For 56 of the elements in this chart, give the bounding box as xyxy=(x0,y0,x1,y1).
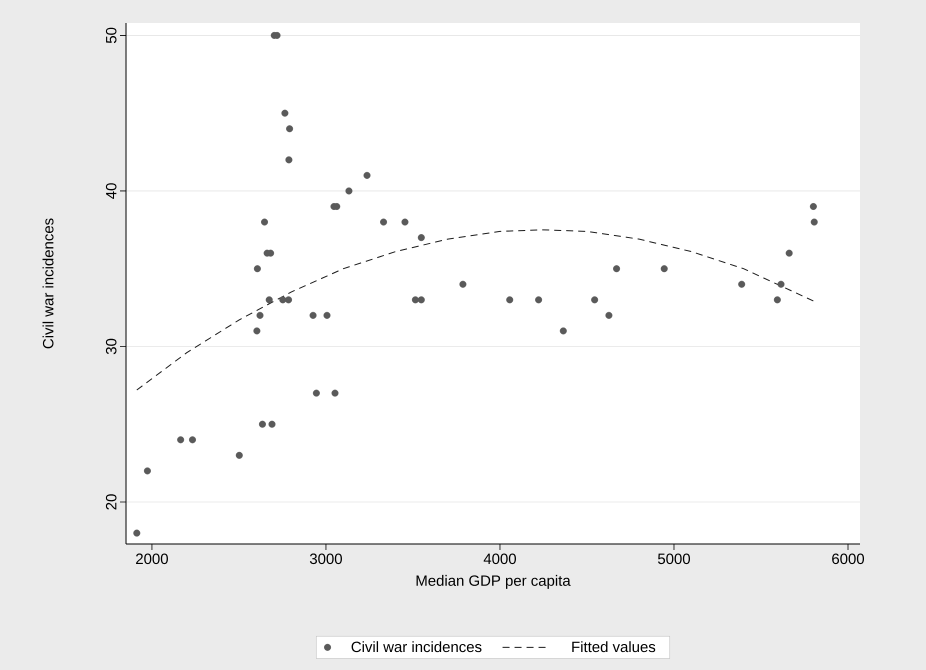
x-tick-label: 6000 xyxy=(832,554,864,564)
x-tick-label: 3000 xyxy=(310,554,342,564)
y-axis-title: Civil war incidences xyxy=(42,218,54,348)
x-tick-label: 4000 xyxy=(484,554,516,564)
point xyxy=(535,296,542,304)
point xyxy=(256,312,264,319)
point xyxy=(364,172,371,179)
point xyxy=(312,390,320,397)
point xyxy=(324,312,330,319)
point xyxy=(778,280,785,288)
y-tick-label: 50 xyxy=(106,28,116,44)
point xyxy=(279,296,286,304)
point xyxy=(310,312,317,319)
y-tick-label: 40 xyxy=(106,183,116,199)
point xyxy=(254,265,261,272)
line-series xyxy=(136,229,815,391)
point xyxy=(401,218,408,226)
point xyxy=(412,296,419,304)
point xyxy=(286,125,294,132)
point xyxy=(236,452,243,459)
legend-label: Fitted values xyxy=(572,641,656,652)
point xyxy=(258,420,266,428)
x-tick-label: 5000 xyxy=(658,554,690,564)
point xyxy=(418,234,425,242)
point xyxy=(738,280,746,288)
point xyxy=(261,218,268,226)
point xyxy=(345,187,352,194)
point xyxy=(285,156,292,164)
point xyxy=(285,296,292,304)
point xyxy=(605,312,612,319)
y-tick-label: 20 xyxy=(106,494,116,510)
point xyxy=(281,110,288,117)
point xyxy=(560,327,567,334)
point xyxy=(786,250,793,257)
point xyxy=(506,296,514,304)
point xyxy=(177,436,184,444)
point xyxy=(591,296,598,304)
point xyxy=(380,218,388,226)
point xyxy=(144,467,151,474)
point xyxy=(266,296,273,304)
point xyxy=(774,296,781,304)
point xyxy=(613,265,620,272)
point xyxy=(188,436,196,444)
point xyxy=(268,420,276,428)
x-axis-title: Median GDP per capita xyxy=(416,574,571,589)
point xyxy=(459,280,466,288)
point xyxy=(810,218,818,226)
point xyxy=(133,530,140,537)
y-tick-label: 30 xyxy=(106,338,116,354)
point xyxy=(332,390,339,397)
point xyxy=(660,265,668,272)
point xyxy=(418,296,425,304)
x-tick-label: 2000 xyxy=(136,554,168,564)
point xyxy=(810,203,817,210)
point xyxy=(253,327,260,334)
legend-label: Civil war incidences xyxy=(352,641,482,652)
